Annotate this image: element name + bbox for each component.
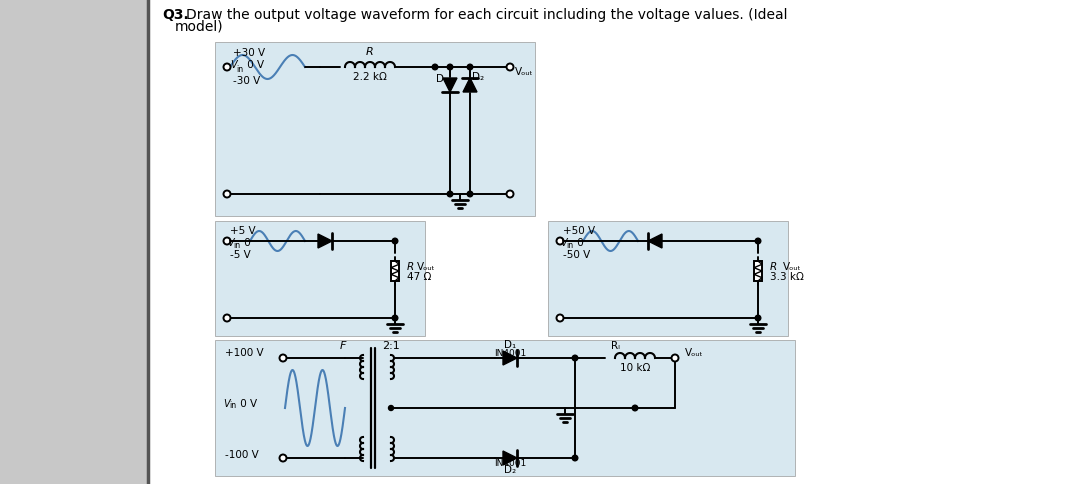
Text: Vₒᵤₜ: Vₒᵤₜ xyxy=(783,262,801,272)
Text: 10 kΩ: 10 kΩ xyxy=(620,363,650,373)
Circle shape xyxy=(507,191,513,197)
Text: D₂: D₂ xyxy=(472,72,484,82)
Bar xyxy=(215,42,535,216)
Circle shape xyxy=(755,238,760,244)
Text: model): model) xyxy=(175,20,224,34)
Text: R: R xyxy=(770,262,778,272)
Polygon shape xyxy=(503,351,517,365)
Polygon shape xyxy=(443,78,457,92)
Text: -30 V: -30 V xyxy=(233,76,260,86)
Text: V: V xyxy=(222,399,230,409)
Text: Rₗ: Rₗ xyxy=(610,341,620,351)
Circle shape xyxy=(280,354,286,362)
Circle shape xyxy=(432,64,437,70)
Text: Vₒᵤₜ: Vₒᵤₜ xyxy=(515,67,534,77)
Circle shape xyxy=(556,238,564,244)
Text: R: R xyxy=(407,262,415,272)
Circle shape xyxy=(224,315,230,321)
Text: 0: 0 xyxy=(241,238,251,248)
Text: 0 V: 0 V xyxy=(244,60,265,70)
Circle shape xyxy=(224,191,230,197)
Circle shape xyxy=(224,63,230,71)
Text: +50 V: +50 V xyxy=(563,226,595,236)
Circle shape xyxy=(468,191,473,197)
Text: Vₒᵤₜ: Vₒᵤₜ xyxy=(417,262,435,272)
Text: in: in xyxy=(233,241,240,249)
Polygon shape xyxy=(318,234,332,248)
Text: V: V xyxy=(561,238,567,248)
Text: +5 V: +5 V xyxy=(230,226,256,236)
Circle shape xyxy=(556,315,564,321)
Polygon shape xyxy=(648,234,662,248)
Bar xyxy=(548,221,788,336)
Text: 2:1: 2:1 xyxy=(382,341,400,351)
Polygon shape xyxy=(463,78,477,92)
Circle shape xyxy=(447,191,453,197)
Text: -50 V: -50 V xyxy=(563,250,591,260)
Text: D₂: D₂ xyxy=(504,465,516,475)
Circle shape xyxy=(224,238,230,244)
Text: D₁: D₁ xyxy=(436,74,448,84)
Text: 0: 0 xyxy=(573,238,584,248)
Circle shape xyxy=(672,354,678,362)
Circle shape xyxy=(572,455,578,461)
Text: F: F xyxy=(340,341,347,351)
Text: in: in xyxy=(566,241,573,249)
Circle shape xyxy=(572,355,578,361)
Text: in: in xyxy=(229,402,237,410)
Circle shape xyxy=(392,315,397,321)
Text: Q3.: Q3. xyxy=(162,8,189,22)
Circle shape xyxy=(447,64,453,70)
Text: IN4001: IN4001 xyxy=(494,348,526,358)
Circle shape xyxy=(280,454,286,462)
Text: in: in xyxy=(237,64,243,74)
Polygon shape xyxy=(503,451,517,465)
Text: V: V xyxy=(227,238,233,248)
Circle shape xyxy=(468,64,473,70)
Text: +30 V: +30 V xyxy=(233,48,265,58)
Circle shape xyxy=(389,406,393,410)
Circle shape xyxy=(507,63,513,71)
Bar xyxy=(754,261,762,281)
Bar xyxy=(215,340,795,476)
Text: V: V xyxy=(230,60,237,70)
Bar xyxy=(391,261,399,281)
Text: 47 Ω: 47 Ω xyxy=(407,272,431,282)
Text: R: R xyxy=(366,47,374,57)
Text: D₁: D₁ xyxy=(504,340,516,350)
Text: 0 V: 0 V xyxy=(237,399,257,409)
Circle shape xyxy=(755,315,760,321)
Text: Vₒᵤₜ: Vₒᵤₜ xyxy=(685,348,704,358)
Text: 3.3 kΩ: 3.3 kΩ xyxy=(770,272,804,282)
Text: -5 V: -5 V xyxy=(230,250,251,260)
Bar xyxy=(215,221,426,336)
Text: 2.2 kΩ: 2.2 kΩ xyxy=(353,72,387,82)
Bar xyxy=(148,0,1080,484)
Text: +100 V: +100 V xyxy=(225,348,264,358)
Text: -100 V: -100 V xyxy=(225,450,259,460)
Text: IN4001: IN4001 xyxy=(494,458,526,468)
Circle shape xyxy=(632,405,638,411)
Text: Draw the output voltage waveform for each circuit including the voltage values. : Draw the output voltage waveform for eac… xyxy=(186,8,787,22)
Circle shape xyxy=(392,238,397,244)
